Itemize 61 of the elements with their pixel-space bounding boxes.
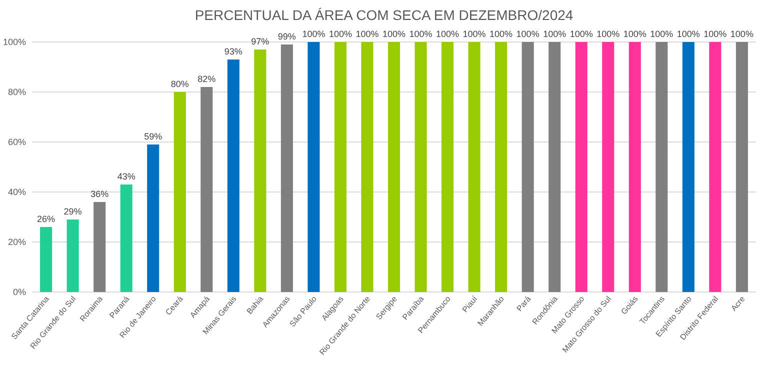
data-label: 100% xyxy=(623,29,646,39)
bar xyxy=(66,220,79,292)
bar xyxy=(628,42,641,292)
data-label: 80% xyxy=(170,79,189,89)
data-label: 100% xyxy=(382,29,406,39)
data-label: 82% xyxy=(198,74,216,84)
data-label: 100% xyxy=(462,29,486,39)
bar xyxy=(94,202,106,292)
bar xyxy=(388,42,400,292)
bar xyxy=(308,42,320,292)
bar xyxy=(174,92,186,292)
bar xyxy=(227,60,240,292)
data-label: 100% xyxy=(730,29,754,39)
data-label: 100% xyxy=(516,29,540,39)
data-label: 100% xyxy=(676,29,700,39)
bar xyxy=(522,42,534,292)
data-label: 100% xyxy=(490,29,513,39)
y-tick-label: 40% xyxy=(8,186,26,197)
bar xyxy=(575,42,588,292)
bar xyxy=(120,184,132,292)
bar xyxy=(254,50,266,292)
data-label: 100% xyxy=(328,29,352,39)
y-tick-label: 20% xyxy=(8,236,26,247)
data-label: 100% xyxy=(409,29,432,39)
bar xyxy=(414,42,427,292)
bar xyxy=(334,42,346,292)
data-label: 36% xyxy=(90,189,109,199)
data-label: 100% xyxy=(436,29,460,39)
data-label: 100% xyxy=(704,29,727,39)
bar xyxy=(200,87,213,292)
bar xyxy=(602,42,614,292)
data-label: 99% xyxy=(278,32,296,42)
data-label: 97% xyxy=(251,36,270,46)
bar xyxy=(40,227,52,292)
data-label: 59% xyxy=(144,132,162,142)
data-label: 26% xyxy=(37,214,56,224)
data-label: 29% xyxy=(64,206,82,216)
bar xyxy=(361,42,374,292)
bar xyxy=(682,42,694,292)
data-label: 100% xyxy=(302,29,326,39)
data-label: 100% xyxy=(596,29,620,39)
bar xyxy=(548,42,561,292)
bar xyxy=(656,42,668,292)
bar xyxy=(709,42,722,292)
bar xyxy=(442,42,454,292)
data-label: 100% xyxy=(543,29,566,39)
bar xyxy=(147,144,160,292)
bar xyxy=(280,44,293,292)
data-label: 100% xyxy=(650,29,674,39)
data-label: 100% xyxy=(570,29,593,39)
chart-title: PERCENTUAL DA ÁREA COM SECA EM DEZEMBRO/2024 xyxy=(194,7,574,23)
bar xyxy=(468,42,480,292)
bar xyxy=(495,42,508,292)
data-label: 43% xyxy=(117,172,136,182)
data-label: 93% xyxy=(224,46,242,56)
y-tick-label: 0% xyxy=(12,286,26,297)
y-tick-label: 80% xyxy=(8,86,26,97)
y-tick-label: 60% xyxy=(8,136,26,147)
y-tick-label: 100% xyxy=(2,36,26,47)
bar xyxy=(736,42,748,292)
data-label: 100% xyxy=(356,29,379,39)
